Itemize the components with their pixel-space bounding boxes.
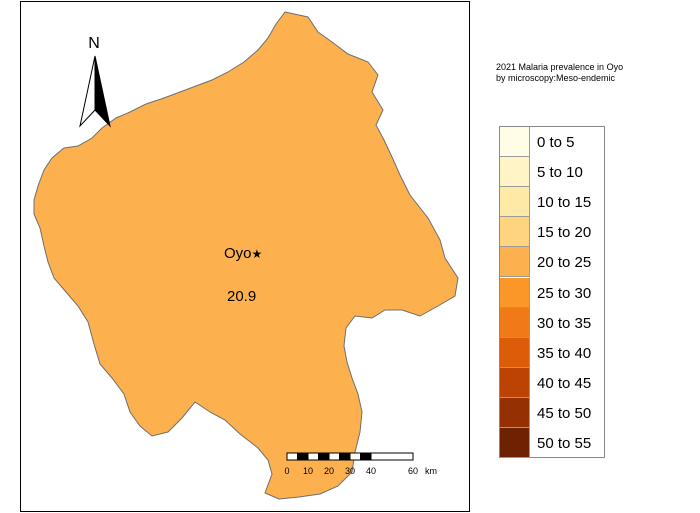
- north-arrow: N: [79, 35, 111, 128]
- scale-unit-label: km: [425, 466, 437, 476]
- scale-tick-label: 0: [284, 466, 289, 476]
- region-name-label: Oyo★: [224, 245, 262, 262]
- scale-tick-label: 30: [345, 466, 355, 476]
- scale-tick-label: 60: [408, 466, 418, 476]
- scale-tick-label: 10: [303, 466, 313, 476]
- scale-bar-segment: [339, 452, 351, 461]
- scale-tick-label: 40: [366, 466, 376, 476]
- legend-swatch: [500, 187, 530, 218]
- scale-bar-segment: [297, 452, 309, 461]
- legend-item: 20 to 25: [500, 247, 606, 278]
- legend-label: 5 to 10: [537, 164, 583, 182]
- legend-label: 20 to 25: [537, 254, 592, 272]
- legend-label: 0 to 5: [537, 134, 575, 151]
- legend-box: 0 to 5 5 to 10 10 to 15 15 to 20 20 to 25 25 …: [499, 126, 606, 459]
- legend-label: 50 to 55: [537, 435, 592, 452]
- legend-label: 45 to 50: [537, 404, 592, 422]
- legend-item: 0 to 5: [500, 127, 606, 158]
- legend-swatch: [500, 277, 530, 308]
- legend-item: 50 to 55: [500, 428, 606, 459]
- legend-label: 15 to 20: [537, 224, 592, 242]
- legend-label: 30 to 35: [537, 314, 592, 332]
- scale-bar-segment: [370, 452, 414, 461]
- legend-item: 30 to 35: [500, 307, 606, 338]
- legend-item: 15 to 20: [500, 217, 606, 248]
- legend-item: 45 to 50: [500, 397, 606, 428]
- scale-bar-segment: [328, 452, 340, 461]
- region-star-marker: ★: [252, 247, 263, 261]
- scale-bar: 0 10 20 30 40 60 km: [284, 452, 437, 476]
- scale-bar-segment: [286, 452, 298, 461]
- legend-item: 40 to 45: [500, 367, 606, 398]
- legend-swatch: [500, 397, 530, 428]
- legend-swatch: [500, 367, 530, 398]
- legend-item: 35 to 40: [500, 337, 606, 368]
- scale-bar-segment: [307, 452, 319, 461]
- legend-title-line-2: by microscopy:Meso-endemic: [496, 73, 616, 83]
- legend-swatch: [500, 217, 530, 248]
- scale-bar-segment: [360, 452, 372, 461]
- legend-swatch: [500, 157, 530, 188]
- legend-title-line-1: 2021 Malaria prevalence in Oyo: [496, 62, 624, 72]
- legend-label: 10 to 15: [537, 194, 592, 212]
- legend-label: 25 to 30: [537, 284, 592, 302]
- scale-bar-segment: [318, 452, 330, 461]
- legend-label: 35 to 40: [537, 344, 592, 362]
- legend-item: 5 to 10: [500, 157, 606, 188]
- legend-label: 40 to 45: [537, 374, 592, 392]
- legend-item: 10 to 15: [500, 187, 606, 218]
- legend-swatch: [500, 127, 530, 158]
- region-value-label: 20.9: [227, 288, 256, 305]
- legend-title: 2021 Malaria prevalence in Oyo by micros…: [496, 62, 623, 84]
- north-label: N: [88, 35, 100, 52]
- legend-swatch: [500, 337, 530, 368]
- legend-swatch: [500, 247, 530, 278]
- legend-swatch: [500, 428, 530, 459]
- legend-item: 25 to 30: [500, 277, 606, 308]
- scale-tick-label: 20: [324, 466, 334, 476]
- legend-swatch: [500, 307, 530, 338]
- scale-bar-segment: [349, 452, 361, 461]
- north-arrow-right-half: [94, 55, 111, 128]
- oyo-region-shape[interactable]: [33, 11, 459, 500]
